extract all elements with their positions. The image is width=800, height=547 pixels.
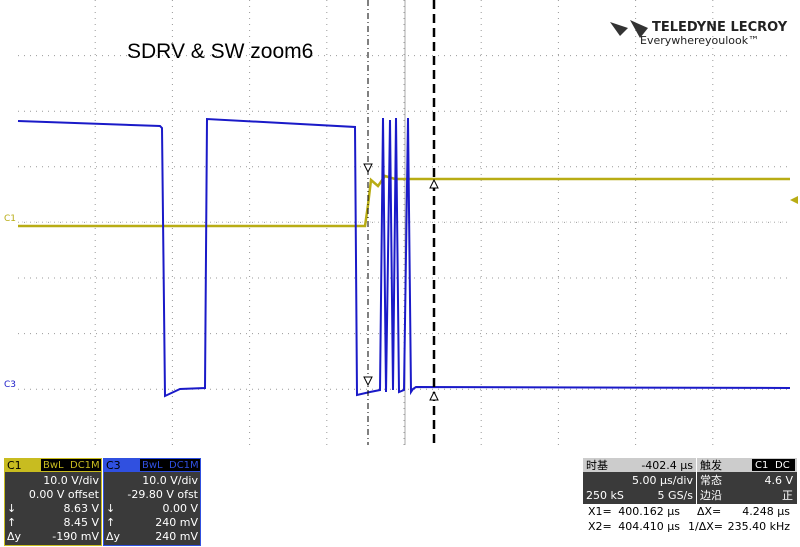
- trigger-level: 4.6 V: [764, 474, 793, 487]
- cursor-label: ΔX=: [697, 505, 722, 518]
- timebase-rate: 5 GS/s: [657, 489, 693, 502]
- cursor-value: 400.162 µs: [618, 505, 680, 518]
- channel-name: C3: [106, 459, 121, 472]
- setting: 10.0 V/div: [142, 474, 198, 487]
- cursor-value: 4.248 µs: [742, 505, 790, 518]
- trigger-type: 边沿: [700, 489, 722, 502]
- setting: 10.0 V/div: [43, 474, 99, 487]
- cursor-symbol: Δy: [106, 530, 121, 543]
- trigger-slope: 正: [782, 489, 793, 502]
- tag-box: [41, 459, 101, 471]
- cursor-label: 1/ΔX=: [688, 520, 723, 533]
- c3-trace: [17, 117, 791, 398]
- cursor-symbol: ↑: [106, 516, 116, 529]
- tag: DC1M: [70, 460, 100, 471]
- trace-label: C1: [4, 214, 16, 224]
- cursor-value: 8.63 V: [63, 502, 99, 515]
- cursor-symbol: ↑: [7, 516, 17, 529]
- cursor-label: X1=: [588, 505, 612, 518]
- trigger-source: C1: [755, 460, 769, 471]
- setting: 0.00 V offset: [28, 488, 99, 501]
- cursor-value: 8.45 V: [63, 516, 99, 529]
- trace-label: C3: [4, 380, 16, 390]
- trigger-mode: 常态: [700, 474, 722, 487]
- tag: BwL: [43, 460, 64, 471]
- timebase-label: 时基: [586, 459, 608, 472]
- title: SDRV & SW zoom6: [127, 40, 313, 63]
- tag-box: [140, 459, 200, 471]
- cursor-label: X2=: [588, 520, 612, 533]
- tagline: Everywhereyoulook™: [640, 34, 759, 47]
- tag-box: [752, 459, 795, 471]
- cursor-symbol: ↓: [106, 502, 116, 515]
- setting: -29.80 V ofst: [127, 488, 198, 501]
- brand-logo: [610, 20, 648, 38]
- timebase-delay: -402.4 µs: [641, 459, 693, 472]
- cursor-symbol: Δy: [7, 530, 22, 543]
- timebase-points: 250 kS: [586, 489, 624, 502]
- channel-panel: [4, 458, 102, 546]
- c1-trace: [18, 174, 790, 228]
- cursor-value: 240 mV: [155, 516, 198, 529]
- cursor-value: 235.40 kHz: [727, 520, 790, 533]
- trigger-marker: [790, 196, 798, 204]
- cursor-value: 404.410 µs: [618, 520, 680, 533]
- cursor-value: -190 mV: [52, 530, 99, 543]
- cursor-symbol: ↓: [7, 502, 17, 515]
- channel-name: C1: [7, 459, 22, 472]
- display: SDRV & SW zoom6 TELEDYNE LECROY Everywhe…: [4, 0, 798, 445]
- timebase-scale: 5.00 µs/div: [632, 474, 693, 487]
- cursor-value: 240 mV: [155, 530, 198, 543]
- cursor-marker: [363, 163, 439, 401]
- cursor-value: 0.00 V: [162, 502, 198, 515]
- tag: BwL: [142, 460, 163, 471]
- timebase-header: [583, 458, 696, 472]
- tag: DC1M: [169, 460, 199, 471]
- brand: TELEDYNE LECROY: [652, 20, 788, 35]
- trigger-label: 触发: [700, 459, 722, 472]
- trigger-coupling: DC: [775, 460, 790, 471]
